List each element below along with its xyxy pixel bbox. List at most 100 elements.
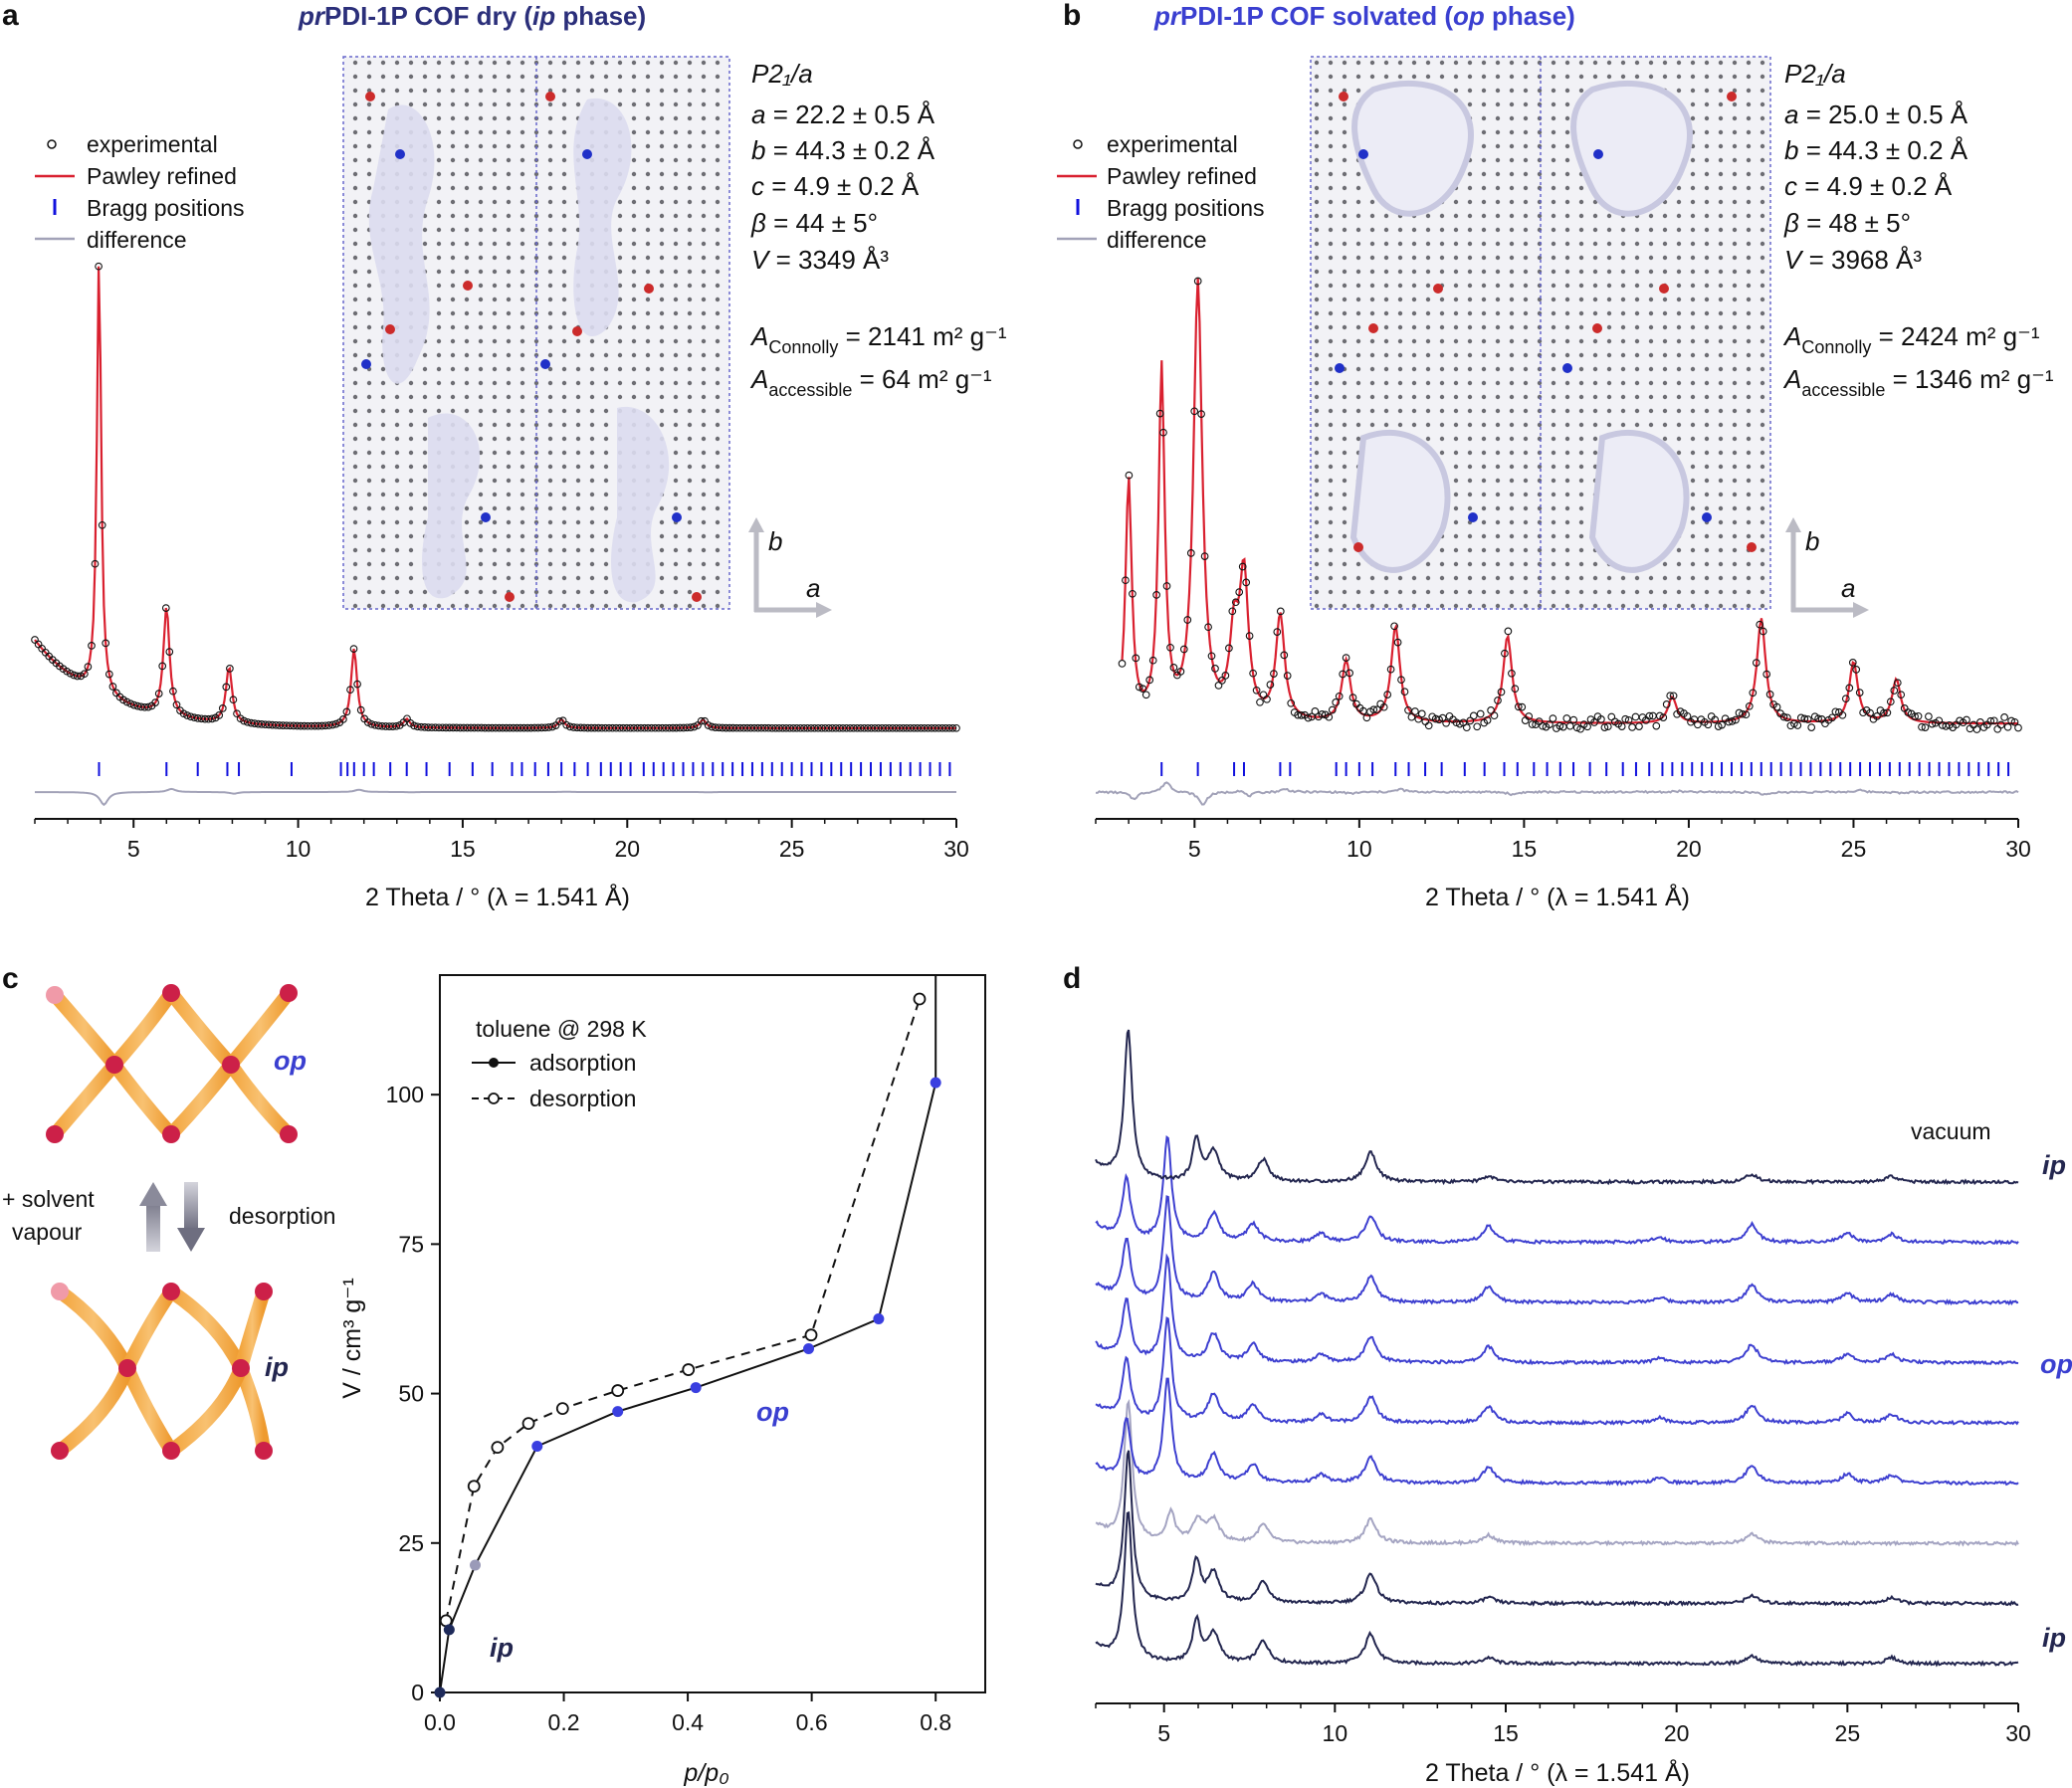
experimental-point	[644, 723, 652, 732]
experimental-point	[208, 714, 216, 723]
desorption-point	[555, 1402, 569, 1416]
experimental-point	[1546, 720, 1554, 728]
experimental-point	[1855, 689, 1864, 696]
experimental-point	[183, 711, 191, 719]
panel-a-cell-beta: β = 44 ± 5°	[750, 208, 878, 238]
panel-d-label: d	[1063, 962, 1081, 995]
solvent-label-line2: vapour	[12, 1219, 83, 1245]
experimental-point	[98, 520, 106, 529]
experimental-point	[1989, 716, 1998, 725]
experimental-point	[1379, 702, 1388, 711]
experimental-point	[1628, 723, 1636, 731]
panel-b: b prPDI-1P COF solvated (op phase) b a	[1057, 0, 2054, 911]
panel-b-axis-arrows: b a	[1785, 517, 1869, 618]
experimental-point	[70, 671, 79, 680]
experimental-point	[683, 723, 692, 732]
experimental-point	[102, 639, 110, 648]
panel-b-axis-b-label: b	[1805, 526, 1819, 556]
panel-a-axis-b-label: b	[768, 526, 782, 556]
xrd-trace-3	[1095, 1398, 2019, 1547]
experimental-point	[1883, 708, 1892, 717]
experimental-point	[1183, 616, 1192, 624]
panel-a: a prPDI-1P COF dry (ip phase) b a	[2, 0, 1007, 911]
experimental-point	[1318, 710, 1327, 718]
experimental-point	[952, 723, 960, 732]
y-tick-label-25: 25	[398, 1530, 424, 1556]
x-tick-label-15: 15	[450, 836, 476, 862]
panel-d-phase-bottom-ip: ip	[2042, 1623, 2066, 1653]
experimental-point	[161, 604, 170, 612]
experimental-point	[1549, 714, 1557, 722]
experimental-point	[1328, 705, 1337, 714]
panel-b-cell-parameters: P2₁/a a = 25.0 ± 0.5 Å b = 44.3 ± 0.2 Å …	[1782, 59, 2054, 400]
experimental-point	[1332, 698, 1341, 706]
experimental-point	[533, 723, 542, 732]
experimental-point	[1411, 707, 1419, 715]
experimental-point	[565, 722, 574, 731]
experimental-point	[1362, 713, 1371, 722]
experimental-point	[172, 700, 181, 709]
experimental-point	[903, 723, 911, 732]
desorption-point	[804, 1328, 818, 1342]
experimental-point	[1742, 710, 1751, 719]
panel-a-legend: experimental Pawley refined Bragg positi…	[35, 131, 245, 253]
x-tick-label-20: 20	[614, 836, 640, 862]
experimental-point	[626, 723, 635, 732]
experimental-point	[488, 723, 497, 732]
experimental-point	[1176, 668, 1185, 676]
desorption-point	[682, 1363, 696, 1376]
experimental-point	[1335, 692, 1344, 700]
experimental-point	[356, 705, 365, 714]
experimental-point	[1976, 718, 1984, 726]
experimental-points	[31, 262, 960, 732]
experimental-point	[215, 711, 224, 719]
panel-b-legend-difference: difference	[1107, 227, 1207, 253]
panel-b-legend-pawley: Pawley refined	[1107, 163, 1257, 189]
panel-b-cell-beta: β = 48 ± 5°	[1783, 208, 1911, 238]
experimental-point	[1645, 711, 1654, 720]
experimental-point	[286, 721, 295, 730]
x-tick-label-30: 30	[2005, 836, 2031, 862]
experimental-point	[1739, 709, 1747, 718]
experimental-point	[1759, 627, 1767, 636]
experimental-point	[1511, 685, 1520, 694]
x-tick-label-10: 10	[286, 836, 311, 862]
experimental-point	[1424, 721, 1433, 730]
experimental-point	[1259, 691, 1268, 699]
experimental-point	[1280, 651, 1289, 660]
experimental-point	[1407, 712, 1416, 721]
panel-c-legend: toluene @ 298 K adsorption desorption	[472, 1016, 647, 1111]
x-tick-label-25: 25	[1841, 836, 1867, 862]
panel-d-phase-top-ip: ip	[2042, 1150, 2066, 1180]
experimental-point	[129, 700, 138, 709]
panel-c-plot: 0.0 0.2 0.4 0.6 0.8 0 25 50 75 100	[386, 974, 986, 1735]
experimental-point	[1621, 714, 1630, 723]
experimental-point	[1803, 715, 1812, 723]
experimental-point	[687, 723, 695, 731]
isotherm-legend-desorption: desorption	[529, 1086, 636, 1111]
experimental-point	[1779, 712, 1788, 721]
x-tick-label-5: 5	[127, 836, 140, 862]
desorption-point	[611, 1384, 625, 1397]
panel-a-space-group: P2₁/a	[751, 59, 813, 89]
xrd-trace-2	[1095, 1450, 2019, 1608]
experimental-point	[353, 680, 361, 689]
experimental-point	[1348, 694, 1357, 701]
isotherm-legend-adsorption: adsorption	[529, 1050, 636, 1076]
experimental-point	[1562, 714, 1571, 722]
desorption-arrow-label: desorption	[229, 1203, 335, 1229]
experimental-point	[1711, 715, 1720, 724]
x-tick-label-20: 20	[1676, 836, 1702, 862]
experimental-point	[1159, 428, 1167, 437]
y-tick-label-50: 50	[398, 1381, 424, 1407]
experimental-point	[1772, 702, 1781, 711]
xrd-trace-7	[1095, 1195, 2019, 1306]
experimental-point	[1466, 716, 1475, 725]
experimental-point	[1414, 714, 1423, 723]
x-tick-label-5: 5	[1188, 836, 1201, 862]
experimental-point	[1583, 722, 1591, 731]
experimental-point	[1728, 717, 1737, 725]
experimental-point	[1476, 709, 1485, 718]
experimental-point	[2003, 722, 2012, 731]
